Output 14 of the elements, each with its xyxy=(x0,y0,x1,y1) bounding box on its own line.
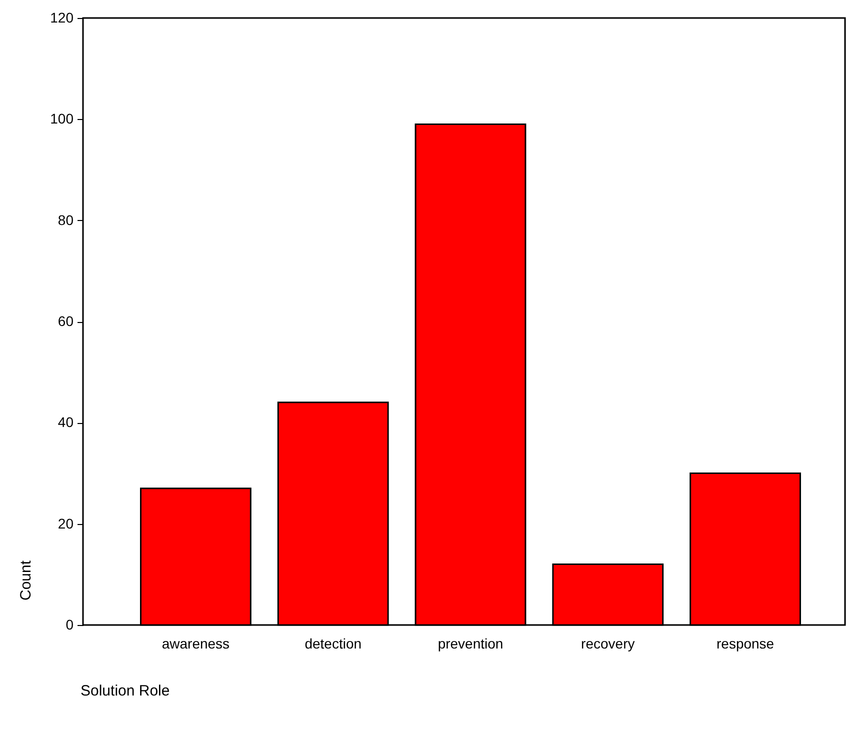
x-tick-label: response xyxy=(716,636,774,652)
y-tick-label: 100 xyxy=(50,110,74,127)
x-tick-label: awareness xyxy=(162,636,230,652)
y-tick-label: 20 xyxy=(58,515,74,532)
y-axis-title: Count xyxy=(18,560,34,600)
x-tick-label: detection xyxy=(304,636,362,652)
x-axis-title: Solution Role xyxy=(80,682,170,700)
x-tick-label: recovery xyxy=(581,636,635,652)
y-tick-label: 60 xyxy=(58,313,74,329)
y-tick-label: 40 xyxy=(58,414,74,430)
y-tick-label: 120 xyxy=(50,10,74,26)
y-tick-label: 0 xyxy=(66,616,74,632)
x-tick-label: prevention xyxy=(438,636,504,652)
y-tick-label: 80 xyxy=(58,212,74,228)
